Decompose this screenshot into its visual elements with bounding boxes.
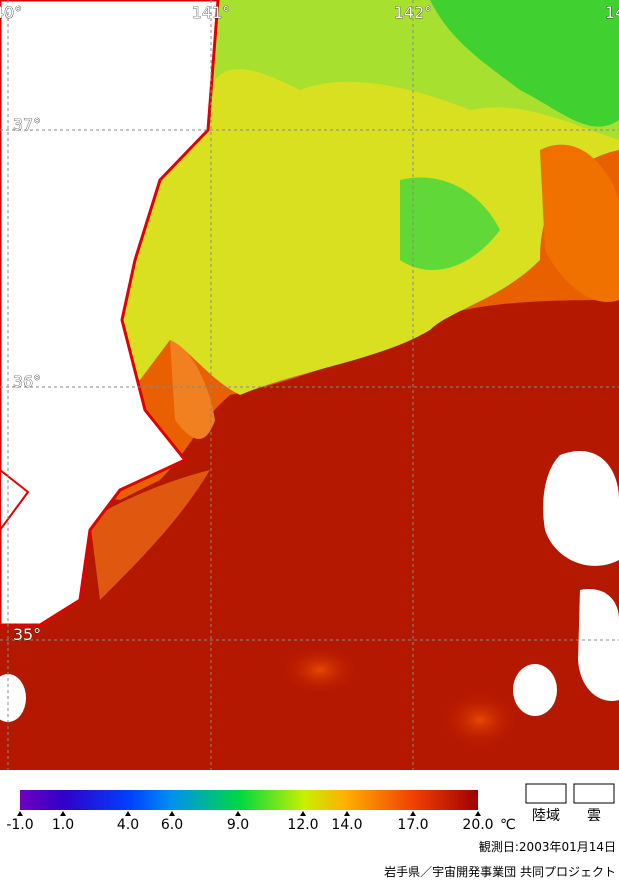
lon-label: 40° <box>0 3 22 22</box>
land-swatch <box>525 783 567 804</box>
lat-label: 37° <box>13 115 41 134</box>
colorbar-tick-label: -1.0 <box>6 817 33 833</box>
colorbar-tick <box>300 811 306 816</box>
lon-label: 142° <box>394 3 433 22</box>
graticule <box>0 0 619 770</box>
credit: 岩手県／宇宙開発事業団 共同プロジェクト <box>384 864 616 879</box>
lat-label: 35° <box>13 625 41 644</box>
lon-label: 141° <box>192 3 231 22</box>
colorbar-tick-label: 9.0 <box>227 817 249 833</box>
colorbar-tick <box>410 811 416 816</box>
colorbar-tick <box>17 811 23 816</box>
colorbar-tick <box>60 811 66 816</box>
colorbar-tick <box>169 811 175 816</box>
colorbar-tick-label: 1.0 <box>52 817 74 833</box>
colorbar-tick <box>344 811 350 816</box>
colorbar-tick-label: 14.0 <box>331 817 362 833</box>
colorbar-tick-label: 20.0 <box>462 817 493 833</box>
colorbar-tick <box>125 811 131 816</box>
colorbar-tick-label: 6.0 <box>161 817 183 833</box>
legend-cloud: 雲 <box>587 808 601 824</box>
legend-land: 陸域 <box>532 808 560 824</box>
cloud-swatch <box>573 783 615 804</box>
sst-image <box>0 0 619 770</box>
observation-date: 観測日:2003年01月14日 <box>479 840 616 854</box>
colorbar-tick <box>475 811 481 816</box>
colorbar-unit: ℃ <box>500 817 516 833</box>
lat-label: 36° <box>13 372 41 391</box>
colorbar-tick-label: 4.0 <box>117 817 139 833</box>
lon-label: 14 <box>605 3 619 22</box>
colorbar-tick-label: 12.0 <box>287 817 318 833</box>
colorbar-tick-label: 17.0 <box>397 817 428 833</box>
colorbar <box>20 790 478 810</box>
colorbar-tick <box>235 811 241 816</box>
